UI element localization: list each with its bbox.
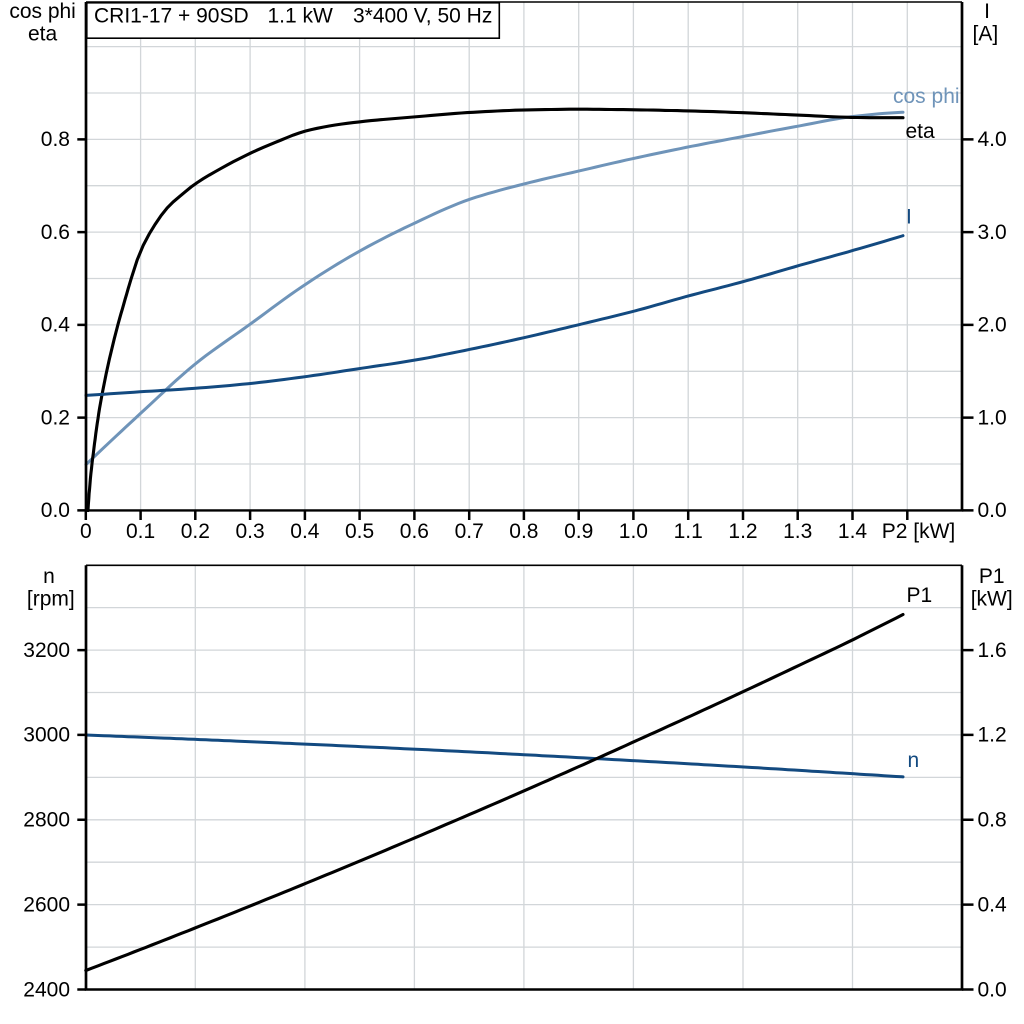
svg-text:I: I xyxy=(984,0,990,23)
svg-text:cos phi: cos phi xyxy=(893,85,960,108)
svg-text:0.4: 0.4 xyxy=(290,520,320,543)
svg-text:1.1: 1.1 xyxy=(674,520,703,543)
svg-text:1.4: 1.4 xyxy=(838,520,868,543)
svg-text:eta: eta xyxy=(28,22,58,45)
svg-text:P1: P1 xyxy=(979,565,1005,588)
svg-text:0.6: 0.6 xyxy=(400,520,429,543)
svg-text:0.0: 0.0 xyxy=(978,499,1007,522)
svg-text:2.0: 2.0 xyxy=(978,314,1007,337)
svg-text:0.8: 0.8 xyxy=(41,128,70,151)
svg-text:[A]: [A] xyxy=(973,23,999,46)
svg-text:0: 0 xyxy=(80,520,92,543)
svg-text:3200: 3200 xyxy=(23,639,70,662)
svg-text:0.6: 0.6 xyxy=(41,221,70,244)
svg-text:cos phi: cos phi xyxy=(9,0,76,23)
svg-text:1.0: 1.0 xyxy=(978,406,1007,429)
svg-text:1.2: 1.2 xyxy=(728,520,757,543)
svg-text:0.2: 0.2 xyxy=(41,406,70,429)
svg-text:0.7: 0.7 xyxy=(455,520,484,543)
svg-text:0.8: 0.8 xyxy=(978,809,1007,832)
svg-text:2800: 2800 xyxy=(23,809,70,832)
svg-text:1.6: 1.6 xyxy=(978,639,1007,662)
svg-text:CRI1-17 + 90SD: CRI1-17 + 90SD xyxy=(94,4,249,27)
svg-text:1.1 kW: 1.1 kW xyxy=(268,4,334,27)
svg-text:n: n xyxy=(43,565,55,588)
svg-text:P1: P1 xyxy=(907,584,933,607)
svg-text:0.2: 0.2 xyxy=(181,520,210,543)
svg-text:0.4: 0.4 xyxy=(978,893,1008,916)
svg-text:0.0: 0.0 xyxy=(978,978,1007,1001)
svg-text:3.0: 3.0 xyxy=(978,221,1007,244)
svg-text:2600: 2600 xyxy=(23,893,70,916)
svg-text:0.4: 0.4 xyxy=(41,314,71,337)
svg-text:3000: 3000 xyxy=(23,724,70,747)
svg-text:1.2: 1.2 xyxy=(978,724,1007,747)
svg-text:0.1: 0.1 xyxy=(126,520,155,543)
svg-text:0.0: 0.0 xyxy=(41,499,70,522)
svg-text:P2 [kW]: P2 [kW] xyxy=(882,520,956,543)
svg-text:3*400 V, 50 Hz: 3*400 V, 50 Hz xyxy=(353,4,492,27)
svg-text:eta: eta xyxy=(906,120,936,143)
svg-text:I: I xyxy=(906,206,912,229)
svg-text:[kW]: [kW] xyxy=(971,588,1013,611)
svg-text:n: n xyxy=(908,749,920,772)
svg-text:0.5: 0.5 xyxy=(345,520,374,543)
svg-text:0.3: 0.3 xyxy=(235,520,264,543)
svg-text:[rpm]: [rpm] xyxy=(27,588,75,611)
svg-text:2400: 2400 xyxy=(23,978,70,1001)
svg-text:1.3: 1.3 xyxy=(783,520,812,543)
svg-text:1.0: 1.0 xyxy=(619,520,648,543)
svg-text:0.8: 0.8 xyxy=(509,520,538,543)
svg-text:0.9: 0.9 xyxy=(564,520,593,543)
svg-text:4.0: 4.0 xyxy=(978,128,1007,151)
